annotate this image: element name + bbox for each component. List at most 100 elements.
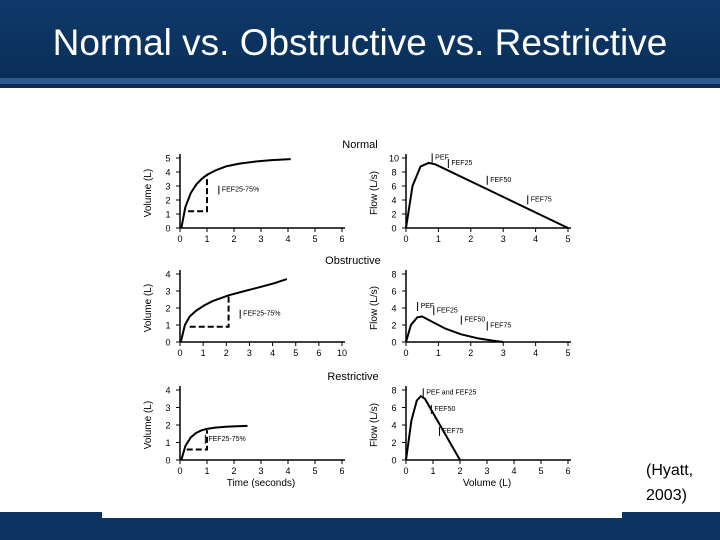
normal-volume-time-x-tick-label: 1: [204, 234, 209, 244]
restrictive-flow-volume-x-label: Volume (L): [463, 478, 511, 489]
restrictive-volume-time-x-tick-label: 0: [177, 466, 182, 476]
obstructive-volume-time-y-label: Volume (L): [143, 284, 154, 332]
restrictive-flow-volume-y-tick-label: 4: [391, 421, 396, 431]
obstructive-volume-time-x-tick-label: 6: [316, 348, 321, 358]
normal-flow-volume-annotation: FEF25: [451, 160, 472, 167]
restrictive-flow-volume-x-tick-label: 4: [511, 466, 516, 476]
restrictive-flow-volume-x-tick-label: 5: [538, 466, 543, 476]
restrictive-flow-volume-y-tick-label: 0: [391, 456, 396, 466]
obstructive-flow-volume-x-tick-label: 2: [468, 348, 473, 358]
obstructive-flow-volume-y-tick-label: 0: [391, 338, 396, 348]
normal-flow-volume-x-tick-label: 0: [403, 234, 408, 244]
restrictive-flow-volume-x-tick-label: 1: [430, 466, 435, 476]
obstructive-volume-time-y-tick-label: 0: [165, 338, 170, 348]
title-rule: [0, 78, 720, 84]
restrictive-volume-time-x-label: Time (seconds): [227, 478, 296, 489]
footer-gap: [102, 512, 622, 518]
normal-volume-time-x-tick-label: 0: [177, 234, 182, 244]
normal-flow-volume-annotation: FEF50: [490, 177, 511, 184]
restrictive-volume-time-annotation: FEF25-75%: [208, 436, 245, 443]
obstructive-flow-volume-curve: [405, 315, 504, 343]
normal-flow-volume-annotation: FEF75: [531, 196, 552, 203]
normal-volume-time-y-tick-label: 4: [165, 168, 170, 178]
restrictive-volume-time-dashed-guide: [186, 430, 208, 451]
normal-volume-time-dashed-guide: [188, 174, 208, 213]
normal-volume-time-y-tick-label: 3: [165, 182, 170, 192]
restrictive-flow-volume-annotation: PEF and FEF25: [426, 389, 476, 396]
obstructive-volume-time-x-tick-label: 10: [337, 348, 347, 358]
normal-volume-time-x-tick-label: 3: [258, 234, 263, 244]
normal-volume-time-x-tick-label: 2: [231, 234, 236, 244]
obstructive-volume-time-dashed-guide: [189, 295, 230, 328]
obstructive-volume-time-curve: [179, 278, 288, 343]
normal-volume-time-y-label: Volume (L): [143, 169, 154, 217]
restrictive-volume-time-y-tick-label: 1: [165, 438, 170, 448]
obstructive-flow-volume-x-tick-label: 0: [403, 348, 408, 358]
restrictive-volume-time-x-tick-label: 6: [339, 466, 344, 476]
normal-volume-time-curve: [180, 158, 291, 229]
obstructive-volume-time-x-tick-label: 0: [177, 348, 182, 358]
obstructive-flow-volume-x-tick-label: 1: [436, 348, 441, 358]
normal-volume-time-y-tick-label: 2: [165, 196, 170, 206]
obstructive-flow-volume-y-tick-label: 6: [391, 287, 396, 297]
normal-flow-volume-x-tick-label: 1: [436, 234, 441, 244]
obstructive-volume-time-y-tick-label: 3: [165, 287, 170, 297]
restrictive-volume-time-x-tick-label: 4: [285, 466, 290, 476]
normal-volume-time-annotation: FEF25-75%: [222, 187, 259, 194]
obstructive-volume-time-title: Obstructive: [325, 255, 381, 267]
restrictive-flow-volume-curve: [405, 395, 461, 461]
obstructive-volume-time-x-tick-label: 3: [247, 348, 252, 358]
restrictive-flow-volume-x-tick-label: 0: [403, 466, 408, 476]
restrictive-volume-time-curve: [180, 424, 248, 461]
restrictive-volume-time-y-tick-label: 0: [165, 456, 170, 466]
normal-volume-time-x-tick-label: 4: [285, 234, 290, 244]
restrictive-volume-time-x-tick-label: 1: [204, 466, 209, 476]
obstructive-flow-volume-y-tick-label: 4: [391, 304, 396, 314]
normal-flow-volume-x-tick-label: 3: [501, 234, 506, 244]
restrictive-volume-time-x-tick-label: 5: [312, 466, 317, 476]
citation: (Hyatt, 2003): [646, 462, 694, 504]
normal-volume-time-x-tick-label: 5: [312, 234, 317, 244]
restrictive-flow-volume-annotation: FEF75: [442, 428, 463, 435]
normal-flow-volume-y-tick-label: 10: [389, 154, 399, 164]
normal-flow-volume-y-tick-label: 4: [391, 196, 396, 206]
normal-volume-time-y-tick-label: 0: [165, 224, 170, 234]
restrictive-volume-time-title: Restrictive: [327, 371, 378, 383]
restrictive-flow-volume-x-tick-label: 3: [484, 466, 489, 476]
restrictive-flow-volume-annotation: FEF50: [434, 406, 455, 413]
normal-volume-time-x-tick-label: 6: [339, 234, 344, 244]
obstructive-flow-volume-y-tick-label: 8: [391, 270, 396, 280]
restrictive-volume-time-y-tick-label: 2: [165, 421, 170, 431]
restrictive-flow-volume-y-tick-label: 6: [391, 403, 396, 413]
restrictive-volume-time-y-tick-label: 4: [165, 386, 170, 396]
normal-flow-volume-y-label: Flow (L/s): [369, 171, 380, 215]
obstructive-volume-time-x-tick-label: 1: [201, 348, 206, 358]
restrictive-volume-time-x-tick-label: 2: [231, 466, 236, 476]
normal-flow-volume-y-tick-label: 2: [391, 210, 396, 220]
obstructive-flow-volume-x-tick-label: 3: [501, 348, 506, 358]
obstructive-flow-volume-annotation: FEF25: [437, 307, 458, 314]
normal-flow-volume-y-tick-label: 6: [391, 182, 396, 192]
normal-flow-volume-y-tick-label: 8: [391, 168, 396, 178]
normal-flow-volume-x-tick-label: 4: [533, 234, 538, 244]
obstructive-volume-time-y-tick-label: 2: [165, 304, 170, 314]
obstructive-flow-volume-annotation: PEF: [421, 303, 435, 310]
slide-title: Normal vs. Obstructive vs. Restrictive: [52, 22, 668, 63]
spirometry-figure: Normal 0 1 2 3 4 5 0 1 2 3 4 5 6 Volume (L) FEF25-75% 0 2…: [0, 88, 720, 512]
normal-volume-time-y-tick-label: 5: [165, 154, 170, 164]
obstructive-volume-time-annotation: FEF25-75%: [243, 311, 280, 318]
footer-bar: [0, 512, 720, 540]
restrictive-flow-volume-y-label: Flow (L/s): [369, 403, 380, 447]
restrictive-flow-volume-y-tick-label: 8: [391, 386, 396, 396]
obstructive-volume-time-y-tick-label: 4: [165, 270, 170, 280]
obstructive-flow-volume-annotation: FEF75: [490, 323, 511, 330]
obstructive-flow-volume-x-tick-label: 4: [533, 348, 538, 358]
normal-volume-time-title: Normal: [342, 139, 377, 151]
normal-flow-volume-curve: [405, 161, 569, 229]
obstructive-flow-volume-y-label: Flow (L/s): [369, 286, 380, 330]
restrictive-flow-volume-x-tick-label: 2: [457, 466, 462, 476]
normal-volume-time-y-tick-label: 1: [165, 210, 170, 220]
obstructive-flow-volume-x-tick-label: 5: [565, 348, 570, 358]
normal-flow-volume-y-tick-label: 0: [391, 224, 396, 234]
restrictive-volume-time-x-tick-label: 3: [258, 466, 263, 476]
